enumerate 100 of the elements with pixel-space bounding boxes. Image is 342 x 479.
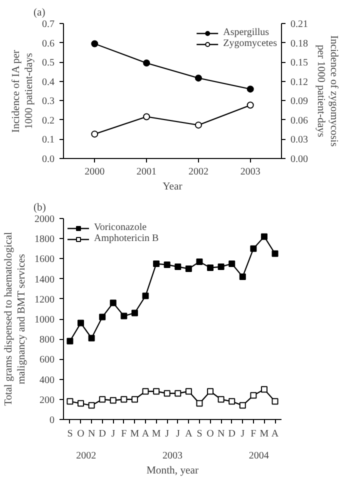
y-tick-label: 0.2 [42,115,54,126]
y2-tick-label: 0.09 [290,96,308,108]
point [250,392,257,399]
x-tick-label: M [260,428,269,440]
point [194,74,202,82]
y-axis-title: Incidence of IA per 1000 patient-days [10,50,35,133]
x-tick-label: N [88,428,96,440]
y-tick-label: 1400 [34,274,54,286]
point [110,300,116,306]
y-tick-label: 2000 [34,214,54,225]
point [185,266,192,272]
y-tick-label: 0 [50,415,54,426]
y-tick-label: 0.3 [42,96,54,108]
point [250,245,257,252]
point [228,260,236,267]
x-tick-label: A [185,428,194,440]
point [272,398,278,405]
chart-title: (a) [34,8,46,18]
point [66,338,74,344]
legend-label: Amphotericin B [94,233,159,244]
y-tick-label: 800 [40,334,54,346]
legend-label: Zygomycetes [223,38,277,49]
y-axis-title: Total grams dispensed to haematological malignancy and BMT services [3,232,28,406]
x-tick-label: J [240,428,245,440]
y2-tick-label: 0.18 [290,38,308,50]
y-tick-label: 0.7 [42,19,54,30]
x-axis-title: Year [162,182,183,192]
x-tick-label: O [206,428,214,440]
point [228,398,236,405]
point [174,263,182,270]
y-tick-label: 0.1 [42,134,54,146]
x-tick-label: F [250,428,257,440]
y-tick-label: 0.4 [42,76,54,88]
point [88,334,95,342]
x-tick-label: 2000 [84,166,105,178]
point [218,396,224,403]
point [91,130,98,138]
y-tick-label: 0.5 [42,58,54,69]
point [88,402,95,409]
x-tick-label: S [196,428,202,440]
point [185,388,192,395]
point [153,388,160,395]
point [142,388,149,395]
text: 2004 [248,450,269,462]
point [246,102,254,109]
point [196,258,203,265]
point [164,261,170,268]
x-tick-label: M [152,428,161,440]
point [207,264,214,271]
point [143,60,150,67]
point [218,263,224,270]
x-tick-label: F [121,428,128,440]
y2-tick-label: 0.15 [290,58,308,69]
x-tick-label: J [165,428,170,440]
text: 2003 [162,450,182,462]
legend-label: Aspergillus [223,27,270,38]
point [99,314,106,320]
x-tick-label: D [228,428,236,440]
point [110,397,116,404]
y-tick-label: 600 [40,354,54,366]
point [143,113,150,120]
y2-axis-title: Incidence of zygomycosis per 1000 patient-days [315,35,340,147]
y-tick-label: 200 [40,394,54,406]
point [153,260,160,267]
point [99,396,106,403]
y-tick-label: 1200 [34,294,54,306]
x-tick-label: 2003 [240,166,260,178]
y-tick-label: 0.0 [42,154,54,165]
x-tick-label: A [142,428,150,440]
point [260,386,268,393]
point [194,122,202,129]
x-tick-label: A [271,428,280,440]
y2-tick-label: 0.21 [290,19,308,30]
x-tick-label: J [176,428,180,440]
x-axis-title: Month, year [146,466,199,476]
point [246,86,254,93]
y-tick-label: 1600 [34,254,54,266]
x-tick-label: O [77,428,84,440]
y2-tick-label: 0.06 [290,115,308,126]
point [164,390,170,397]
point [131,396,138,403]
x-tick-label: 2002 [188,166,208,178]
point [120,396,128,403]
point [78,320,84,326]
point [78,400,84,407]
point [91,40,98,48]
legend-label: Voriconazole [94,222,147,233]
x-tick-label: N [217,428,225,440]
point [196,400,203,407]
point [131,310,138,316]
x-tick-label: S [67,428,73,440]
y-tick-label: 1000 [34,314,54,326]
text: 2002 [76,450,96,462]
point [120,312,128,320]
chart-title: (b) [34,202,46,214]
x-tick-label: J [111,428,116,440]
point [207,388,214,395]
y2-tick-label: 0.12 [290,76,308,88]
y-tick-label: 400 [40,374,54,386]
y-tick-label: 1800 [34,234,54,246]
